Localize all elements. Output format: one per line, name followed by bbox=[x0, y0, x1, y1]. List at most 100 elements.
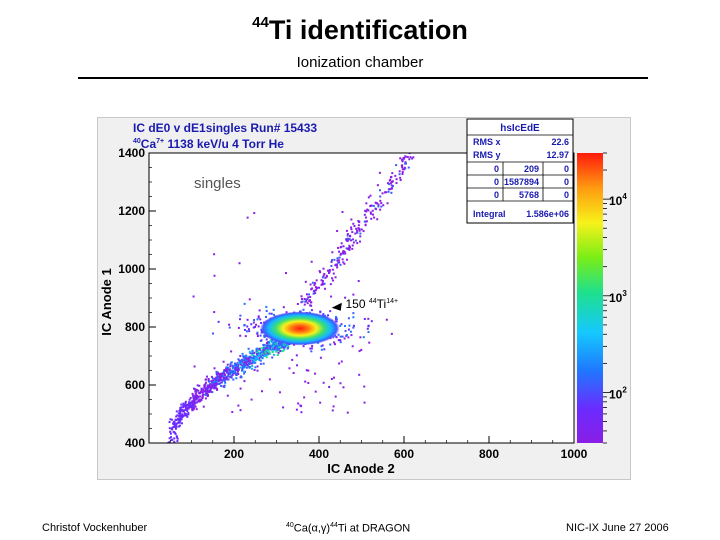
count-bin bbox=[178, 421, 181, 424]
count-bin bbox=[314, 282, 317, 285]
count-bin bbox=[369, 212, 372, 215]
y-axis-ticks: 400 600 800 1000 1200 1400 bbox=[118, 146, 156, 450]
count-bin bbox=[333, 258, 336, 261]
count-bin bbox=[244, 358, 247, 361]
count-bin bbox=[398, 170, 401, 173]
count-bin bbox=[226, 394, 229, 397]
count-bin bbox=[216, 382, 219, 385]
count-bin bbox=[387, 182, 390, 185]
count-bin bbox=[173, 421, 176, 424]
count-bin bbox=[201, 396, 204, 399]
colorbar bbox=[577, 153, 603, 443]
count-bin bbox=[272, 344, 275, 347]
count-bin bbox=[245, 330, 248, 333]
count-bin bbox=[213, 253, 216, 256]
count-bin bbox=[239, 366, 242, 369]
count-bin bbox=[256, 335, 259, 338]
count-bin bbox=[301, 300, 304, 303]
count-bin bbox=[242, 366, 245, 369]
count-bin bbox=[225, 366, 228, 369]
count-bin bbox=[234, 372, 237, 375]
count-bin bbox=[240, 375, 243, 378]
count-bin bbox=[390, 187, 393, 190]
count-bin bbox=[272, 348, 275, 351]
count-bin bbox=[206, 375, 209, 378]
count-bin bbox=[255, 350, 258, 353]
count-bin bbox=[312, 290, 315, 293]
count-bin bbox=[189, 397, 192, 400]
count-bin bbox=[330, 264, 333, 267]
count-bin bbox=[229, 365, 232, 368]
count-bin bbox=[194, 393, 197, 396]
count-bin bbox=[309, 304, 312, 307]
count-bin bbox=[321, 280, 324, 283]
count-bin bbox=[333, 341, 336, 344]
count-bin bbox=[248, 330, 251, 333]
count-bin bbox=[220, 385, 223, 388]
count-bin bbox=[175, 418, 178, 421]
count-bin bbox=[379, 199, 382, 202]
count-bin bbox=[331, 251, 334, 254]
count-bin bbox=[267, 351, 270, 354]
count-bin bbox=[336, 259, 339, 262]
count-bin bbox=[202, 390, 205, 393]
count-bin bbox=[265, 349, 268, 352]
count-bin bbox=[275, 350, 278, 353]
count-bin bbox=[228, 326, 231, 329]
count-bin bbox=[384, 191, 387, 194]
count-bin bbox=[251, 349, 254, 352]
count-bin bbox=[219, 378, 222, 381]
count-bin bbox=[321, 276, 324, 279]
count-bin bbox=[208, 389, 211, 392]
count-bin bbox=[330, 295, 333, 298]
count-bin bbox=[235, 369, 238, 372]
count-bin bbox=[268, 378, 271, 381]
count-bin bbox=[263, 346, 266, 349]
stats-integral-label: Integral bbox=[473, 209, 506, 219]
count-bin bbox=[352, 293, 355, 296]
count-bin bbox=[235, 377, 238, 380]
count-bin bbox=[339, 263, 342, 266]
count-bin bbox=[346, 258, 349, 261]
count-bin bbox=[204, 383, 207, 386]
y-tick-label: 1000 bbox=[118, 262, 145, 276]
count-bin bbox=[314, 390, 317, 393]
count-bin bbox=[205, 381, 208, 384]
count-bin bbox=[319, 401, 322, 404]
count-bin bbox=[306, 302, 309, 305]
count-bin bbox=[338, 250, 341, 253]
stats-cell: 0 bbox=[494, 177, 499, 187]
count-bin bbox=[351, 231, 354, 234]
count-bin bbox=[271, 348, 274, 351]
count-bin bbox=[404, 155, 407, 158]
count-bin bbox=[170, 428, 173, 431]
count-bin bbox=[180, 403, 183, 406]
count-bin bbox=[339, 253, 342, 256]
slide-title: 44Ti identification bbox=[0, 14, 720, 46]
count-bin bbox=[255, 359, 258, 362]
count-bin bbox=[366, 208, 369, 211]
count-bin bbox=[194, 390, 197, 393]
count-bin bbox=[249, 361, 252, 364]
count-bin bbox=[175, 422, 178, 425]
count-bin bbox=[171, 444, 173, 446]
count-bin bbox=[210, 375, 213, 378]
count-bin bbox=[368, 341, 371, 344]
count-bin bbox=[367, 209, 370, 212]
count-bin bbox=[297, 402, 300, 405]
count-bin bbox=[216, 374, 219, 377]
count-bin bbox=[253, 212, 256, 215]
title-element: Ca bbox=[141, 137, 157, 151]
count-bin bbox=[358, 228, 361, 231]
count-bin bbox=[192, 405, 195, 408]
count-bin bbox=[176, 437, 179, 440]
count-bin bbox=[268, 344, 271, 347]
count-bin bbox=[261, 354, 264, 357]
count-bin bbox=[310, 347, 313, 350]
count-bin bbox=[225, 376, 228, 379]
count-bin bbox=[223, 384, 226, 387]
count-bin bbox=[216, 388, 219, 391]
colorbar-tick-label: 104 bbox=[609, 192, 627, 208]
count-bin bbox=[195, 388, 198, 391]
peak-charge: 14+ bbox=[386, 298, 398, 305]
